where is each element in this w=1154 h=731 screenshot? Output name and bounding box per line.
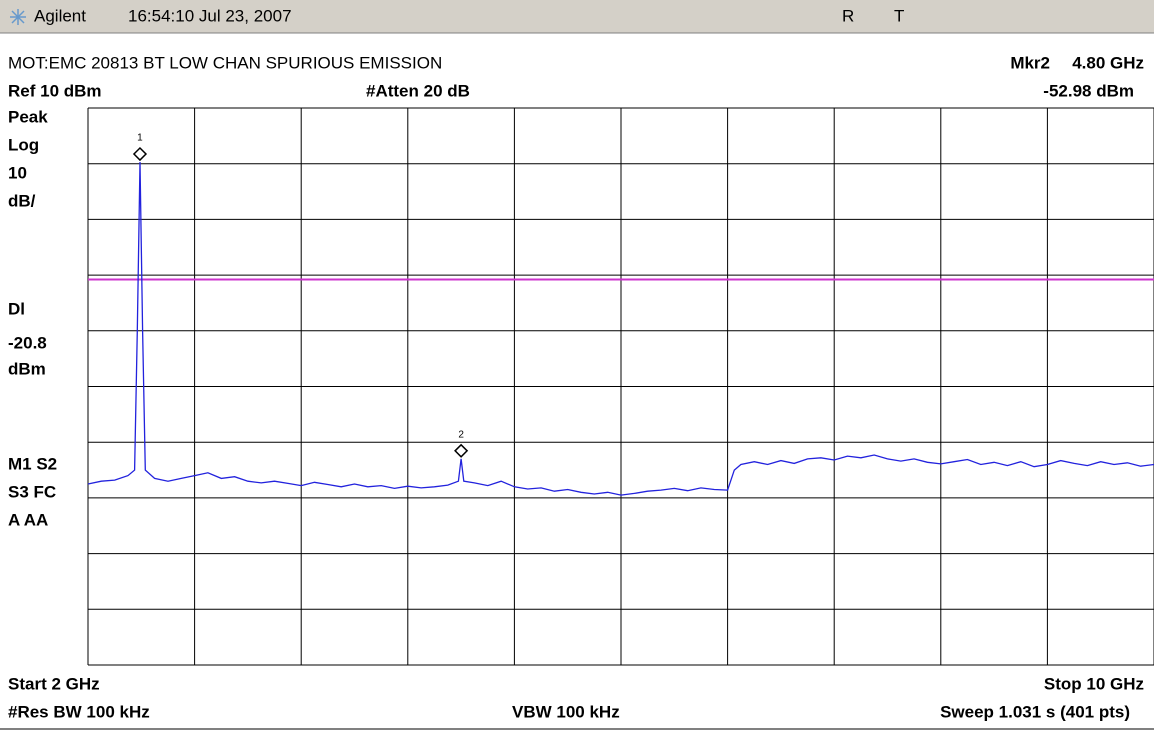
- marker-label: 2: [458, 429, 464, 440]
- marker-name: Mkr2: [1010, 53, 1050, 72]
- ref-level: Ref 10 dBm: [8, 81, 102, 100]
- header-bar: [0, 0, 1154, 33]
- mode-label: Peak: [8, 107, 48, 126]
- status-label: S3 FC: [8, 482, 56, 501]
- flag: R: [842, 6, 854, 25]
- sweep: Sweep 1.031 s (401 pts): [940, 702, 1130, 721]
- timestamp: 16:54:10 Jul 23, 2007: [128, 6, 292, 25]
- mode-label: Log: [8, 135, 39, 154]
- title: MOT:EMC 20813 BT LOW CHAN SPURIOUS EMISS…: [8, 53, 442, 72]
- start: Start 2 GHz: [8, 674, 100, 693]
- rbw: #Res BW 100 kHz: [8, 702, 150, 721]
- status-label: A AA: [8, 510, 48, 529]
- dl-title: Dl: [8, 299, 25, 318]
- brand: Agilent: [34, 6, 86, 25]
- marker-freq: 4.80 GHz: [1072, 53, 1144, 72]
- flag: T: [894, 6, 904, 25]
- stop: Stop 10 GHz: [1044, 674, 1144, 693]
- marker: [132, 146, 148, 162]
- marker-label: 1: [137, 133, 143, 144]
- status-label: M1 S2: [8, 454, 57, 473]
- agilent-logo: [10, 9, 26, 25]
- dl-value: -20.8: [8, 333, 47, 352]
- vbw: VBW 100 kHz: [512, 702, 620, 721]
- marker-level: -52.98 dBm: [1043, 81, 1134, 100]
- atten: #Atten 20 dB: [366, 81, 470, 100]
- mode-label: 10: [8, 163, 27, 182]
- dl-unit: dBm: [8, 359, 46, 378]
- trace: [87, 161, 1154, 496]
- mode-label: dB/: [8, 191, 36, 210]
- marker: [454, 443, 469, 458]
